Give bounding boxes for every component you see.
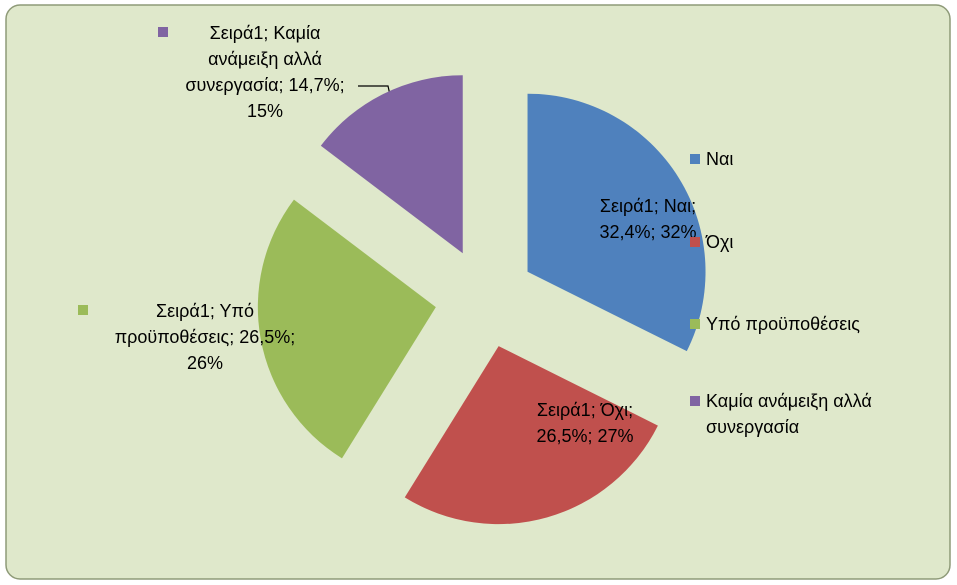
legend-key [690,396,700,406]
pie-slice [320,75,463,254]
legend-label: Όχι [706,232,734,252]
legend-entry: Ναι [690,146,956,172]
data-label: Σειρά1; Ναι; 32,4%; 32% [599,196,697,242]
legend-entry: Όχι [690,229,956,255]
pie-slice [404,346,658,525]
pie-slice [257,199,436,459]
legend-label: Καμία ανάμειξη αλλά συνεργασία [706,391,872,437]
legend-label: Υπό προϋποθέσεις [706,314,860,334]
legend-key [690,237,700,247]
legend-entry: Καμία ανάμειξη αλλά συνεργασία [690,388,956,440]
legend-entry: Υπό προϋποθέσεις [690,311,956,337]
pie-slice [527,93,706,352]
data-label: Σειρά1; Όχι; 26,5%; 27% [536,400,634,446]
label-key [78,305,88,315]
legend-label: Ναι [706,149,734,169]
legend-key [690,319,700,329]
chart-area [5,4,951,580]
legend-key [690,154,700,164]
data-label: Σειρά1; Καμία ανάμειξη αλλά συνεργασία; … [185,23,345,121]
label-key [158,27,168,37]
data-label: Σειρά1; Υπό προϋποθέσεις; 26,5%; 26% [114,301,296,373]
